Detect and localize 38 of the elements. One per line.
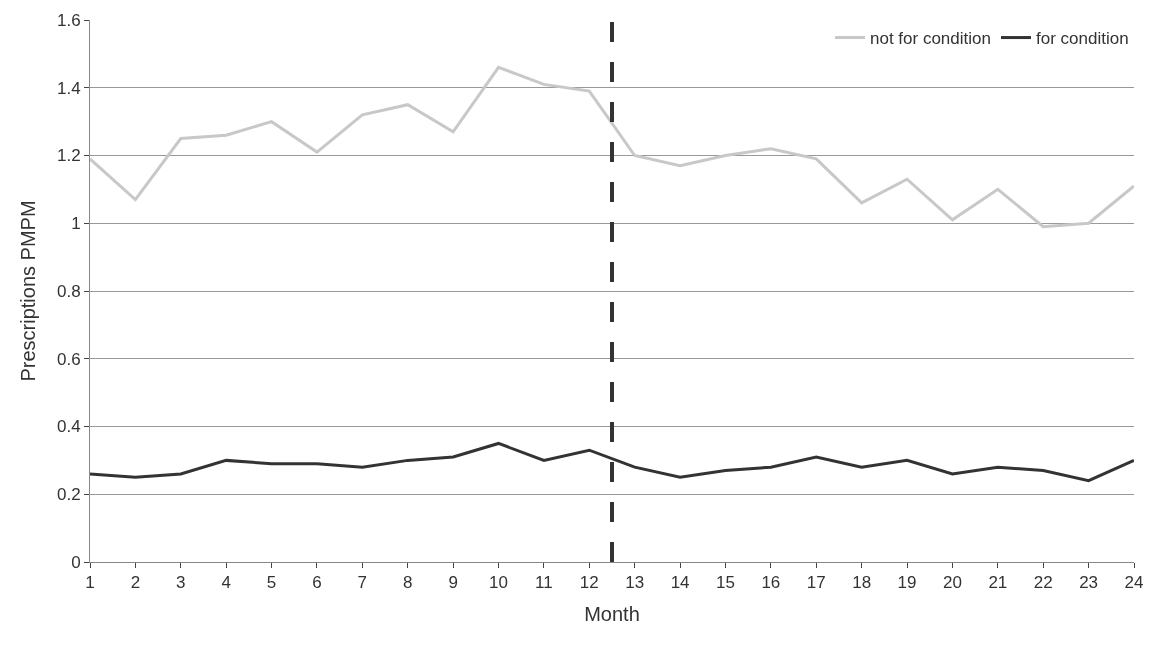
legend-label: for condition	[1035, 29, 1129, 49]
x-tick-label: 23	[1079, 573, 1099, 593]
x-tick-label: 11	[535, 573, 553, 593]
y-tick-label: 1	[71, 214, 81, 234]
x-tick-label: 18	[852, 573, 872, 593]
y-tick-label: 1.2	[56, 146, 81, 166]
y-axis-title: Prescriptions PMPM	[17, 200, 40, 382]
x-tick-label: 14	[670, 573, 690, 593]
y-tick-label: 0	[71, 552, 81, 572]
x-tick-label: 2	[130, 573, 141, 593]
x-tick-label: 10	[489, 573, 508, 593]
x-tick-label: 21	[988, 573, 1008, 593]
y-tick-label: 0.2	[56, 485, 81, 505]
x-tick-label: 1	[85, 573, 95, 593]
x-tick-label: 13	[625, 573, 645, 593]
x-tick-label: 20	[942, 573, 962, 593]
x-tick-label: 7	[357, 573, 368, 593]
x-tick-label: 4	[221, 573, 231, 593]
x-tick-label: 15	[716, 573, 735, 593]
y-tick-label: 0.6	[56, 349, 81, 369]
x-tick-label: 16	[761, 573, 781, 593]
y-tick-label: 1.4	[56, 78, 81, 98]
line-series	[90, 65, 1134, 229]
x-tick-label: 6	[312, 573, 322, 593]
x-tick-label: 9	[448, 573, 458, 593]
y-tick-label: 0.8	[56, 281, 81, 301]
x-tick-label: 12	[579, 573, 599, 593]
y-tick-label: 0.4	[56, 417, 81, 437]
legend-label: not for condition	[870, 29, 991, 49]
y-tick-label: 1.6	[56, 10, 81, 30]
x-tick-label: 8	[403, 573, 413, 593]
x-tick-label: 3	[176, 573, 186, 593]
x-tick-label: 24	[1124, 573, 1144, 593]
x-tick-label: 22	[1033, 573, 1053, 593]
x-tick-label: 17	[806, 573, 826, 593]
x-axis-title: Month	[584, 602, 640, 625]
x-tick-label: 5	[266, 573, 277, 593]
x-tick-label: 19	[897, 573, 917, 593]
